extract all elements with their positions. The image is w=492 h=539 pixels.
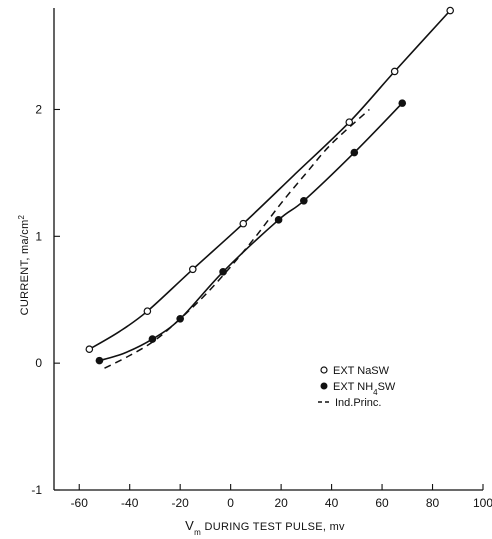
legend-item-nh4sw: EXT NH4SW — [320, 381, 396, 397]
legend: EXT NaSW EXT NH4SW Ind.Princ. — [318, 365, 396, 409]
nh4sw-data-point — [300, 197, 308, 205]
y-tick-label: -1 — [31, 483, 42, 497]
legend-filled-circle-marker — [320, 382, 328, 390]
legend-label-nh4sw: EXT NH4SW — [333, 381, 396, 397]
nh4sw-data-point — [398, 99, 407, 107]
y-tick-label: 0 — [35, 356, 42, 370]
axes — [53, 8, 483, 491]
x-tick-label: 60 — [375, 496, 389, 510]
x-tick-label: 100 — [473, 496, 492, 510]
nh4sw-data-point — [350, 148, 359, 157]
legend-label-ind-princ: Ind.Princ. — [335, 397, 381, 409]
data-points — [85, 6, 454, 365]
tick-labels: -60 -40 -20 0 20 40 60 80 100 -1 0 1 2 — [31, 102, 492, 510]
x-tick-label: -60 — [71, 496, 89, 510]
nasw-data-point — [345, 118, 354, 126]
y-axis-label: CURRENT, ma/cm2 — [17, 214, 32, 315]
legend-item-nasw: EXT NaSW — [320, 365, 390, 377]
y-tick-label: 2 — [35, 102, 42, 116]
nh4sw-data-point — [219, 268, 227, 276]
x-tick-label: 80 — [426, 496, 440, 510]
nh4sw-data-point — [95, 356, 104, 365]
nasw-data-point — [188, 265, 197, 274]
nasw-curve — [88, 9, 451, 350]
nasw-data-point — [446, 6, 454, 15]
tick-marks — [54, 108, 484, 491]
nasw-data-point — [239, 219, 248, 228]
legend-item-ind-princ: Ind.Princ. — [318, 397, 381, 409]
legend-open-circle-marker — [320, 366, 328, 374]
nh4sw-data-point — [274, 216, 283, 224]
nasw-data-point — [143, 307, 152, 315]
x-tick-label: -40 — [121, 496, 139, 510]
nh4sw-data-point — [148, 335, 157, 343]
x-tick-label: 0 — [227, 496, 234, 510]
x-tick-label: -20 — [172, 496, 190, 510]
nh4sw-data-point — [176, 314, 184, 323]
ind-princ-dashed-curve — [104, 108, 370, 369]
legend-label-nasw: EXT NaSW — [333, 365, 390, 377]
nasw-data-point — [85, 345, 94, 354]
curves — [88, 9, 451, 369]
x-axis-label: Vm DURING TEST PULSE, mv — [185, 518, 345, 537]
y-tick-label: 1 — [35, 229, 42, 243]
x-tick-label: 40 — [325, 496, 339, 510]
nh4sw-curve — [99, 102, 403, 362]
nasw-data-point — [390, 67, 399, 76]
x-tick-label: 20 — [274, 496, 288, 510]
